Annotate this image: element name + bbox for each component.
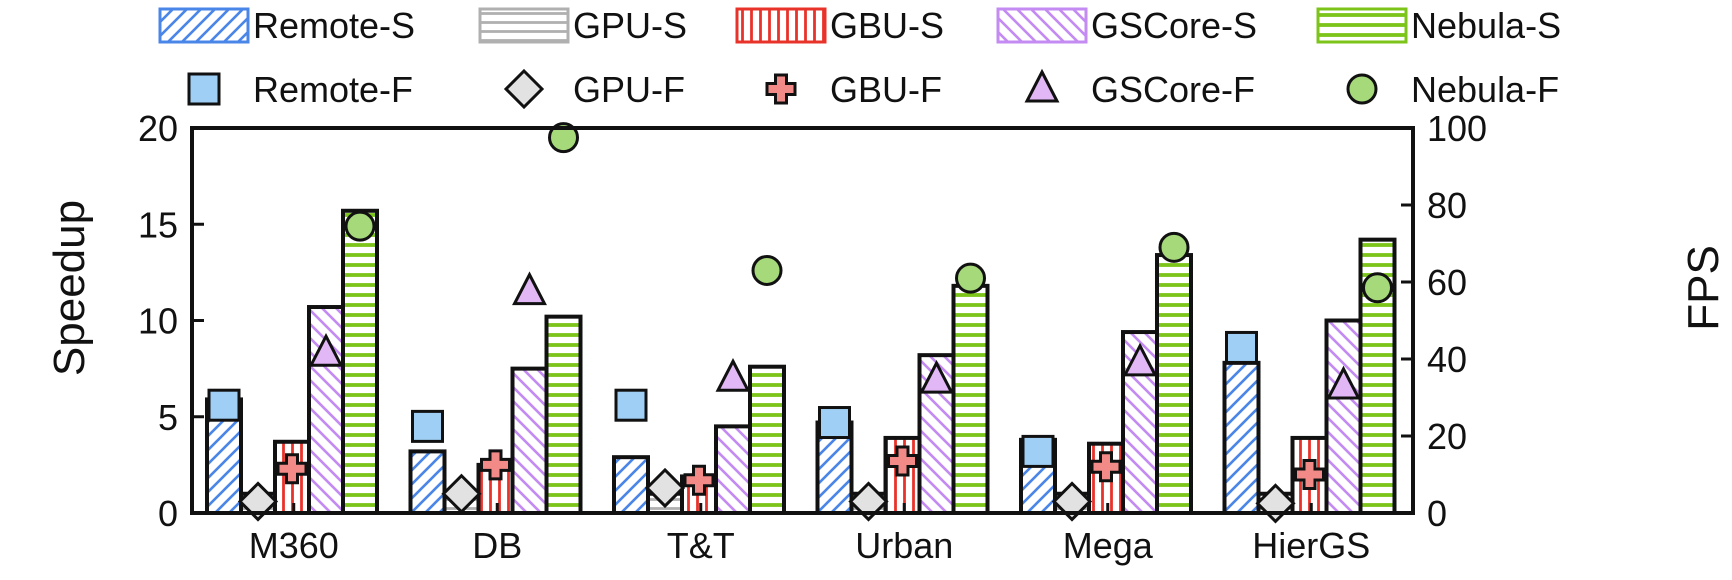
marker-nebula-f-urban	[955, 262, 986, 294]
y-axis-left-label: Speedup	[45, 200, 94, 376]
legend-item-remote-s: Remote-S	[158, 5, 415, 46]
legend-marker-gscore-f	[1024, 68, 1060, 103]
legend-marker-gbu-f	[765, 73, 797, 105]
x-tick-label: Mega	[1063, 525, 1154, 566]
marker-remote-f-db	[411, 409, 444, 443]
marker-remote-f-urban	[818, 406, 851, 440]
marker-gscore-f-mega	[1122, 342, 1158, 377]
marker-gpu-f-t-t	[644, 467, 686, 509]
y-right-tick-label: 20	[1427, 416, 1467, 457]
x-tick-label: M360	[249, 525, 339, 566]
markers	[207, 122, 1393, 524]
marker-gpu-f-m360	[237, 481, 279, 522]
marker-gbu-f-m360	[276, 453, 308, 485]
bar-gscore-s-hiergs	[1324, 318, 1363, 515]
marker-remote-f-m360	[207, 388, 241, 422]
legend-label-remote-f: Remote-F	[253, 69, 413, 110]
marker-nebula-f-m360	[344, 210, 376, 242]
marker-nebula-f-hiergs	[1362, 272, 1393, 304]
legend-item-remote-f: Remote-F	[187, 69, 413, 110]
y-right-tick-label: 40	[1427, 339, 1467, 380]
legend-item-gscore-s: GSCore-S	[996, 5, 1257, 46]
marker-gscore-f-db	[512, 271, 547, 306]
bar-nebula-s-mega	[1155, 253, 1193, 516]
legend-label-gbu-f: GBU-F	[830, 69, 942, 110]
marker-gbu-f-hiergs	[1294, 459, 1325, 490]
marker-nebula-f-db	[548, 122, 579, 154]
marker-nebula-f-mega	[1158, 231, 1190, 263]
legend-swatch-nebula-s	[1316, 7, 1408, 44]
y-left-tick-label: 10	[138, 301, 178, 342]
legend-swatch-gscore-s	[996, 7, 1088, 44]
y-left-tick-label: 20	[138, 108, 178, 149]
bar-remote-s-t-t	[612, 455, 650, 515]
bar-nebula-s-t-t	[748, 364, 786, 516]
y-axis-right-label: FPS	[1679, 245, 1728, 331]
legend-item-gbu-f: GBU-F	[765, 69, 942, 110]
bar-nebula-s-urban	[951, 283, 990, 515]
legend-item-gpu-f: GPU-F	[503, 68, 685, 110]
legend-label-gbu-s: GBU-S	[830, 5, 944, 46]
y-left-tick-label: 0	[158, 493, 178, 534]
legend-marker-remote-f	[187, 72, 221, 106]
marker-gscore-f-urban	[919, 359, 954, 394]
bar-gscore-s-t-t	[714, 424, 752, 515]
legend-marker-gpu-f	[503, 68, 545, 110]
legend-label-gpu-s: GPU-S	[573, 5, 687, 46]
bar-remote-s-db	[408, 449, 447, 515]
marker-gbu-f-mega	[1090, 451, 1122, 483]
marker-remote-f-hiergs	[1225, 330, 1258, 364]
legend-label-gscore-s: GSCore-S	[1091, 5, 1257, 46]
marker-gbu-f-db	[480, 449, 511, 481]
marker-nebula-f-t-t	[751, 254, 783, 286]
legend-item-gscore-f: GSCore-F	[1024, 68, 1255, 110]
x-tick-label: DB	[472, 525, 522, 566]
legend-swatch-gbu-s	[735, 7, 827, 44]
marker-gbu-f-urban	[887, 445, 918, 477]
y-right-tick-label: 100	[1427, 108, 1487, 149]
marker-gscore-f-m360	[308, 332, 344, 367]
marker-gpu-f-mega	[1051, 481, 1093, 522]
legend-marker-nebula-f	[1346, 73, 1378, 105]
legend-swatch-gpu-s	[478, 7, 570, 44]
bars	[205, 208, 1397, 516]
x-tick-label: HierGS	[1252, 525, 1370, 566]
y-right-tick-label: 0	[1427, 493, 1447, 534]
y-right-tick-label: 60	[1427, 262, 1467, 303]
bar-gscore-s-urban	[917, 353, 956, 515]
marker-remote-f-t-t	[614, 388, 648, 422]
legend-item-nebula-s: Nebula-S	[1316, 5, 1561, 46]
marker-gscore-f-t-t	[715, 357, 751, 392]
x-tick-label: T&T	[667, 525, 735, 566]
bar-remote-s-hiergs	[1222, 360, 1261, 515]
marker-gbu-f-t-t	[683, 464, 715, 496]
y-right-tick-label: 80	[1427, 185, 1467, 226]
legend-swatch-remote-s	[158, 7, 250, 44]
y-left-tick-label: 5	[158, 397, 178, 438]
x-tick-label: Urban	[855, 525, 953, 566]
bar-gscore-s-db	[510, 366, 549, 515]
axes: 0 5 10 15 20 0 20 40 60 80 100 M360 DB T&T Urban Mega Hi…	[138, 108, 1487, 566]
legend-label-nebula-s: Nebula-S	[1411, 5, 1561, 46]
marker-gpu-f-urban	[848, 481, 889, 522]
legend-item-nebula-f: Nebula-F	[1346, 69, 1559, 110]
legend-label-nebula-f: Nebula-F	[1411, 69, 1559, 110]
bar-nebula-s-m360	[341, 208, 379, 515]
marker-gscore-f-hiergs	[1326, 365, 1361, 400]
bar-nebula-s-db	[544, 314, 583, 515]
legend-item-gbu-s: GBU-S	[735, 5, 944, 46]
marker-gpu-f-hiergs	[1255, 483, 1296, 524]
y-left-tick-label: 15	[138, 204, 178, 245]
marker-remote-f-mega	[1021, 434, 1055, 468]
legend-label-gpu-f: GPU-F	[573, 69, 685, 110]
legend-label-gscore-f: GSCore-F	[1091, 69, 1255, 110]
legend-item-gpu-s: GPU-S	[478, 5, 687, 46]
legend: Remote-S GPU-S GBU-S GSCore-S Nebula-S Remote…	[158, 5, 1561, 110]
legend-label-remote-s: Remote-S	[253, 5, 415, 46]
